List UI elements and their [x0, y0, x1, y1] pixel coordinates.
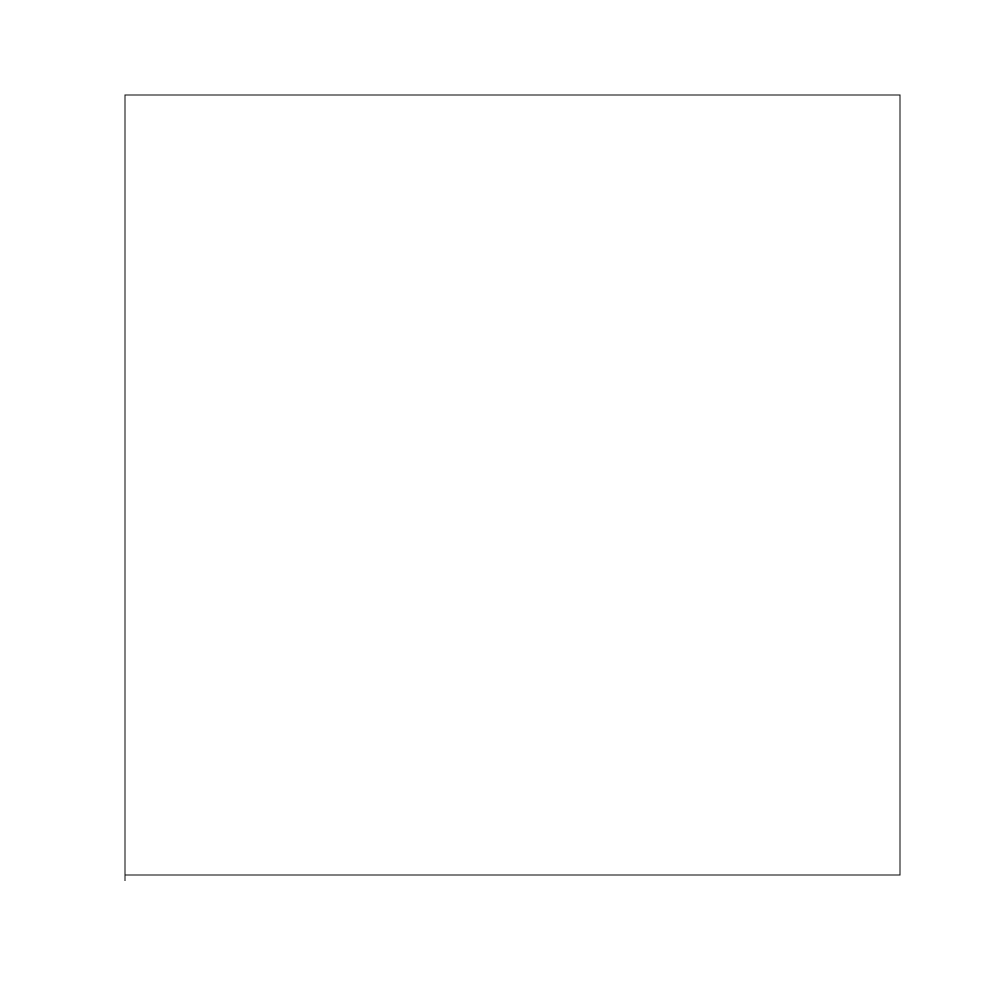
chart-svg	[0, 0, 1000, 1000]
plot-frame	[125, 95, 900, 875]
chart-container	[0, 0, 1000, 1000]
